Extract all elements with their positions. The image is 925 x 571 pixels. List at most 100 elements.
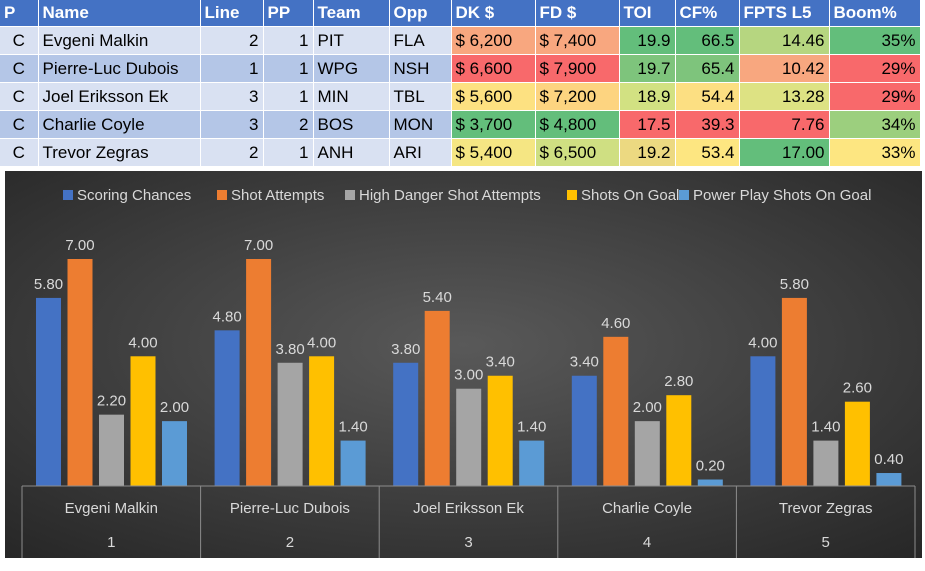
- cell-team[interactable]: WPG: [313, 54, 390, 83]
- cell-opp[interactable]: ARI: [389, 138, 452, 166]
- table-row[interactable]: C Joel Eriksson Ek 3 1 MIN TBL $ 5,600 $…: [0, 82, 921, 111]
- cell-toi[interactable]: 18.9: [619, 82, 676, 111]
- bar[interactable]: [844, 401, 870, 486]
- cell-fpts[interactable]: 7.76: [739, 110, 830, 139]
- cell-name[interactable]: Pierre-Luc Dubois: [38, 54, 201, 83]
- table-row[interactable]: C Pierre-Luc Dubois 1 1 WPG NSH $ 6,600 …: [0, 54, 921, 83]
- cell-cf[interactable]: 66.5: [675, 26, 740, 55]
- header-fd[interactable]: FD $: [535, 0, 620, 27]
- header-dk[interactable]: DK $: [451, 0, 536, 27]
- cell-position[interactable]: C: [0, 26, 39, 55]
- cell-boom[interactable]: 35%: [829, 26, 921, 55]
- bar[interactable]: [571, 375, 597, 486]
- cell-name[interactable]: Trevor Zegras: [38, 138, 201, 166]
- cell-pp[interactable]: 2: [263, 110, 314, 139]
- cell-fd[interactable]: $ 6,500: [535, 138, 620, 166]
- cell-toi[interactable]: 19.9: [619, 26, 676, 55]
- bar[interactable]: [309, 356, 335, 486]
- header-fpts[interactable]: FPTS L5: [739, 0, 830, 27]
- cell-cf[interactable]: 54.4: [675, 82, 740, 111]
- bar[interactable]: [876, 473, 902, 486]
- cell-position[interactable]: C: [0, 82, 39, 111]
- cell-fpts[interactable]: 10.42: [739, 54, 830, 83]
- bar[interactable]: [67, 259, 93, 486]
- cell-fpts[interactable]: 13.28: [739, 82, 830, 111]
- cell-fd[interactable]: $ 7,200: [535, 82, 620, 111]
- cell-line[interactable]: 3: [200, 82, 264, 111]
- header-opp[interactable]: Opp: [389, 0, 452, 27]
- header-team[interactable]: Team: [313, 0, 390, 27]
- cell-fd[interactable]: $ 7,900: [535, 54, 620, 83]
- cell-position[interactable]: C: [0, 54, 39, 83]
- bar[interactable]: [393, 362, 419, 486]
- bar[interactable]: [813, 440, 839, 486]
- cell-opp[interactable]: MON: [389, 110, 452, 139]
- cell-opp[interactable]: NSH: [389, 54, 452, 83]
- header-toi[interactable]: TOI: [619, 0, 676, 27]
- cell-dk[interactable]: $ 5,400: [451, 138, 536, 166]
- table-row[interactable]: C Evgeni Malkin 2 1 PIT FLA $ 6,200 $ 7,…: [0, 26, 921, 55]
- cell-toi[interactable]: 19.7: [619, 54, 676, 83]
- bar[interactable]: [487, 375, 513, 486]
- bar[interactable]: [519, 440, 545, 486]
- bar[interactable]: [424, 310, 450, 486]
- bar[interactable]: [162, 421, 187, 486]
- cell-dk[interactable]: $ 5,600: [451, 82, 536, 111]
- cell-line[interactable]: 3: [200, 110, 264, 139]
- bar[interactable]: [214, 330, 240, 486]
- cell-position[interactable]: C: [0, 138, 39, 166]
- cell-name[interactable]: Charlie Coyle: [38, 110, 201, 139]
- cell-cf[interactable]: 65.4: [675, 54, 740, 83]
- cell-line[interactable]: 2: [200, 26, 264, 55]
- bar[interactable]: [750, 356, 776, 486]
- cell-boom[interactable]: 33%: [829, 138, 921, 166]
- table-row[interactable]: C Trevor Zegras 2 1 ANH ARI $ 5,400 $ 6,…: [0, 138, 921, 166]
- cell-dk[interactable]: $ 6,600: [451, 54, 536, 83]
- cell-cf[interactable]: 39.3: [675, 110, 740, 139]
- bar[interactable]: [99, 414, 124, 486]
- header-boom[interactable]: Boom%: [829, 0, 921, 27]
- cell-toi[interactable]: 19.2: [619, 138, 676, 166]
- bar[interactable]: [456, 388, 482, 486]
- bar[interactable]: [340, 440, 366, 486]
- cell-team[interactable]: MIN: [313, 82, 390, 111]
- header-cf[interactable]: CF%: [675, 0, 740, 27]
- header-pp[interactable]: PP: [263, 0, 314, 27]
- header-line[interactable]: Line: [200, 0, 264, 27]
- cell-cf[interactable]: 53.4: [675, 138, 740, 166]
- cell-toi[interactable]: 17.5: [619, 110, 676, 139]
- bar[interactable]: [36, 297, 61, 486]
- bar[interactable]: [603, 336, 629, 486]
- cell-boom[interactable]: 34%: [829, 110, 921, 139]
- cell-name[interactable]: Evgeni Malkin: [38, 26, 201, 55]
- table-row[interactable]: C Charlie Coyle 3 2 BOS MON $ 3,700 $ 4,…: [0, 110, 921, 139]
- cell-line[interactable]: 1: [200, 54, 264, 83]
- cell-opp[interactable]: TBL: [389, 82, 452, 111]
- bar[interactable]: [277, 362, 303, 486]
- bar[interactable]: [781, 297, 807, 486]
- bar[interactable]: [697, 479, 723, 486]
- cell-fd[interactable]: $ 7,400: [535, 26, 620, 55]
- cell-team[interactable]: BOS: [313, 110, 390, 139]
- cell-fd[interactable]: $ 4,800: [535, 110, 620, 139]
- cell-boom[interactable]: 29%: [829, 54, 921, 83]
- header-p[interactable]: P: [0, 0, 39, 27]
- cell-opp[interactable]: FLA: [389, 26, 452, 55]
- cell-fpts[interactable]: 17.00: [739, 138, 830, 166]
- cell-name[interactable]: Joel Eriksson Ek: [38, 82, 201, 111]
- bar[interactable]: [634, 421, 660, 486]
- cell-fpts[interactable]: 14.46: [739, 26, 830, 55]
- bar[interactable]: [246, 259, 272, 486]
- cell-pp[interactable]: 1: [263, 54, 314, 83]
- cell-team[interactable]: PIT: [313, 26, 390, 55]
- cell-boom[interactable]: 29%: [829, 82, 921, 111]
- cell-dk[interactable]: $ 6,200: [451, 26, 536, 55]
- header-name[interactable]: Name: [38, 0, 201, 27]
- cell-pp[interactable]: 1: [263, 82, 314, 111]
- cell-position[interactable]: C: [0, 110, 39, 139]
- cell-pp[interactable]: 1: [263, 26, 314, 55]
- cell-pp[interactable]: 1: [263, 138, 314, 166]
- bar[interactable]: [130, 356, 156, 486]
- cell-dk[interactable]: $ 3,700: [451, 110, 536, 139]
- cell-team[interactable]: ANH: [313, 138, 390, 166]
